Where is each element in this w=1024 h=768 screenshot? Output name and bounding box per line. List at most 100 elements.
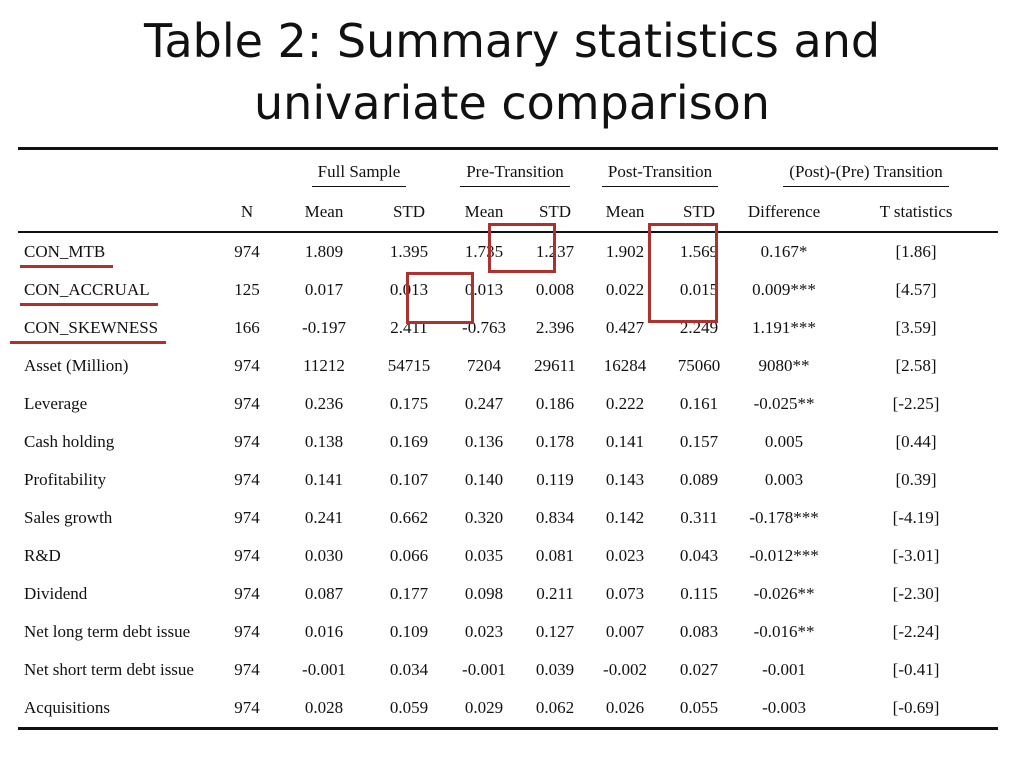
n-cell: 974 bbox=[234, 546, 260, 565]
column-header-row: N Mean STD Mean STD Mean STD Difference … bbox=[18, 193, 999, 233]
variable-cell: Sales growth bbox=[18, 499, 220, 537]
full-std-cell: 2.411 bbox=[390, 318, 428, 337]
variable-label: Net short term debt issue bbox=[24, 660, 194, 679]
post-std-cell: 0.055 bbox=[664, 689, 735, 730]
pre-std-header: STD bbox=[524, 193, 587, 233]
n-cell: 974 bbox=[234, 622, 260, 641]
t-stat-cell: [-3.01] bbox=[892, 546, 940, 565]
n-cell: 974 bbox=[234, 508, 260, 527]
difference-cell: 0.003 bbox=[764, 470, 804, 489]
empty-header bbox=[220, 147, 274, 193]
full-std-cell: 1.395 bbox=[389, 242, 429, 261]
n-cell: 166 bbox=[234, 318, 260, 337]
pre-std-cell: 0.211 bbox=[536, 584, 574, 603]
variable-label: R&D bbox=[24, 546, 61, 565]
variable-cell: CON_MTB bbox=[18, 232, 220, 271]
full-std-cell: 0.034 bbox=[389, 660, 429, 679]
variable-label: Sales growth bbox=[24, 508, 113, 527]
pre-mean-cell: 1.735 bbox=[464, 242, 504, 261]
pre-std-cell: 0.081 bbox=[535, 546, 575, 565]
full-mean-cell: 1.809 bbox=[304, 242, 344, 261]
t-stat-cell: [-0.41] bbox=[892, 660, 940, 679]
post-std-cell: 0.083 bbox=[679, 622, 719, 641]
pre-std-cell: 0.127 bbox=[535, 622, 575, 641]
difference-header: Difference bbox=[734, 193, 835, 233]
empty-header bbox=[18, 147, 220, 193]
post-std-header: STD bbox=[664, 193, 735, 233]
pre-mean-cell: 0.140 bbox=[464, 470, 504, 489]
full-mean-cell: -0.197 bbox=[302, 318, 346, 337]
difference-cell: -0.178*** bbox=[749, 508, 819, 527]
n-cell: 974 bbox=[234, 470, 260, 489]
n-cell: 974 bbox=[234, 432, 260, 451]
n-cell: 974 bbox=[234, 356, 260, 375]
difference-cell: -0.026** bbox=[753, 584, 815, 603]
group-pre-transition: Pre-Transition bbox=[444, 147, 587, 193]
pre-std-cell: 0.119 bbox=[536, 470, 574, 489]
pre-mean-cell: -0.001 bbox=[462, 660, 506, 679]
table-row: Profitability 974 0.141 0.107 0.140 0.119 0.14… bbox=[18, 461, 998, 499]
post-mean-cell: 0.007 bbox=[605, 622, 645, 641]
pre-mean-cell: 0.023 bbox=[464, 622, 504, 641]
variable-cell: Acquisitions bbox=[18, 689, 220, 730]
t-stat-cell: [0.39] bbox=[895, 470, 937, 489]
post-mean-cell: 0.026 bbox=[586, 689, 665, 730]
post-mean-cell: 0.023 bbox=[605, 546, 645, 565]
full-std-cell: 0.107 bbox=[389, 470, 429, 489]
variable-cell: Dividend bbox=[18, 575, 220, 613]
variable-label: Profitability bbox=[24, 470, 107, 489]
pre-mean-cell: 0.247 bbox=[464, 394, 504, 413]
difference-cell: 1.191*** bbox=[752, 318, 816, 337]
post-mean-cell: 0.143 bbox=[605, 470, 645, 489]
variable-cell: Asset (Million) bbox=[18, 347, 220, 385]
n-cell: 974 bbox=[234, 660, 260, 679]
post-std-cell: 0.015 bbox=[679, 280, 719, 299]
highlight-underline-variable: CON_ACCRUAL bbox=[20, 280, 158, 306]
table-row: Sales growth 974 0.241 0.662 0.320 0.834 0.142… bbox=[18, 499, 998, 537]
difference-cell: 0.009*** bbox=[752, 280, 816, 299]
full-std-cell: 0.169 bbox=[389, 432, 429, 451]
group-post-transition: Post-Transition bbox=[586, 147, 735, 193]
post-mean-cell: 0.022 bbox=[605, 280, 645, 299]
full-std-cell: 54715 bbox=[387, 356, 431, 375]
full-std-cell: 0.059 bbox=[374, 689, 444, 730]
t-stat-cell: [4.57] bbox=[895, 280, 937, 299]
full-std-cell: 0.066 bbox=[389, 546, 429, 565]
full-mean-cell: 0.017 bbox=[304, 280, 344, 299]
pre-mean-cell: 0.320 bbox=[464, 508, 504, 527]
pre-std-cell: 29611 bbox=[534, 356, 576, 375]
full-std-cell: 0.662 bbox=[389, 508, 429, 527]
table-row: Net long term debt issue 974 0.016 0.109 0.0… bbox=[18, 613, 998, 651]
t-statistics-header: T statistics bbox=[834, 193, 999, 233]
full-mean-cell: 0.030 bbox=[304, 546, 344, 565]
n-header: N bbox=[220, 193, 274, 233]
variable-label: Dividend bbox=[24, 584, 88, 603]
pre-mean-header: Mean bbox=[444, 193, 524, 233]
difference-cell: -0.016** bbox=[753, 622, 815, 641]
full-mean-cell: -0.001 bbox=[302, 660, 346, 679]
difference-cell: 0.167* bbox=[760, 242, 808, 261]
difference-cell: 0.005 bbox=[764, 432, 804, 451]
variable-label: Cash holding bbox=[24, 432, 115, 451]
n-cell: 974 bbox=[234, 242, 260, 261]
difference-cell: 9080** bbox=[758, 356, 810, 375]
variable-header bbox=[18, 193, 220, 233]
post-mean-cell: 0.222 bbox=[605, 394, 645, 413]
group-post-pre-transition: (Post)-(Pre) Transition bbox=[734, 147, 999, 193]
post-mean-cell: 0.142 bbox=[605, 508, 645, 527]
post-std-cell: 0.043 bbox=[679, 546, 719, 565]
t-stat-cell: [2.58] bbox=[895, 356, 937, 375]
group-full-sample: Full Sample bbox=[274, 147, 444, 193]
n-cell: 974 bbox=[220, 689, 274, 730]
post-std-cell: 0.115 bbox=[680, 584, 718, 603]
pre-mean-cell: -0.763 bbox=[462, 318, 506, 337]
full-mean-cell: 0.028 bbox=[274, 689, 374, 730]
pre-mean-cell: 7204 bbox=[467, 356, 501, 375]
t-stat-cell: [0.44] bbox=[895, 432, 937, 451]
variable-label: Acquisitions bbox=[24, 698, 110, 717]
full-mean-cell: 0.138 bbox=[304, 432, 344, 451]
post-mean-cell: 0.427 bbox=[605, 318, 645, 337]
post-std-cell: 2.249 bbox=[679, 318, 719, 337]
post-mean-cell: 0.073 bbox=[605, 584, 645, 603]
